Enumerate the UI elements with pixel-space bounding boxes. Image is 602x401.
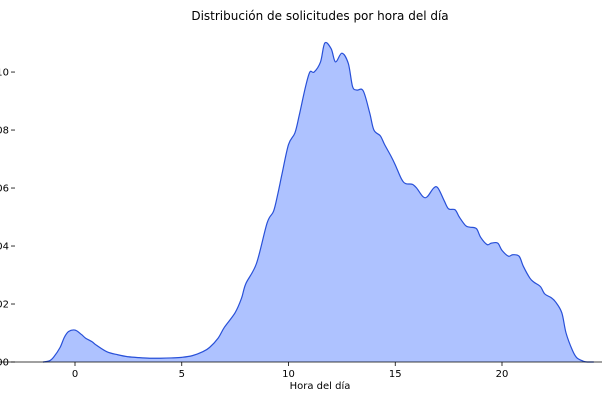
density-area — [42, 42, 594, 362]
y-tick-label: .04 — [0, 242, 9, 253]
x-tick-label: 15 — [389, 369, 402, 380]
y-tick-label: .02 — [0, 300, 9, 311]
y-tick-label: .06 — [0, 184, 9, 195]
y-tick-label: .10 — [0, 68, 9, 79]
y-tick-label: .08 — [0, 126, 9, 137]
density-line — [42, 41, 594, 363]
x-axis-label: Hora del día — [290, 380, 351, 392]
x-tick-label: 0 — [72, 369, 78, 380]
y-ticks: .00 .02 .04 .06 .08 .10 — [0, 68, 15, 369]
y-tick-label: .00 — [0, 358, 9, 369]
x-ticks: 0 5 10 15 20 — [72, 362, 509, 380]
chart-title: Distribución de solicitudes por hora del… — [191, 9, 448, 23]
x-tick-label: 10 — [282, 369, 295, 380]
x-tick-label: 20 — [496, 369, 509, 380]
x-tick-label: 5 — [179, 369, 185, 380]
plot-area — [42, 41, 594, 363]
